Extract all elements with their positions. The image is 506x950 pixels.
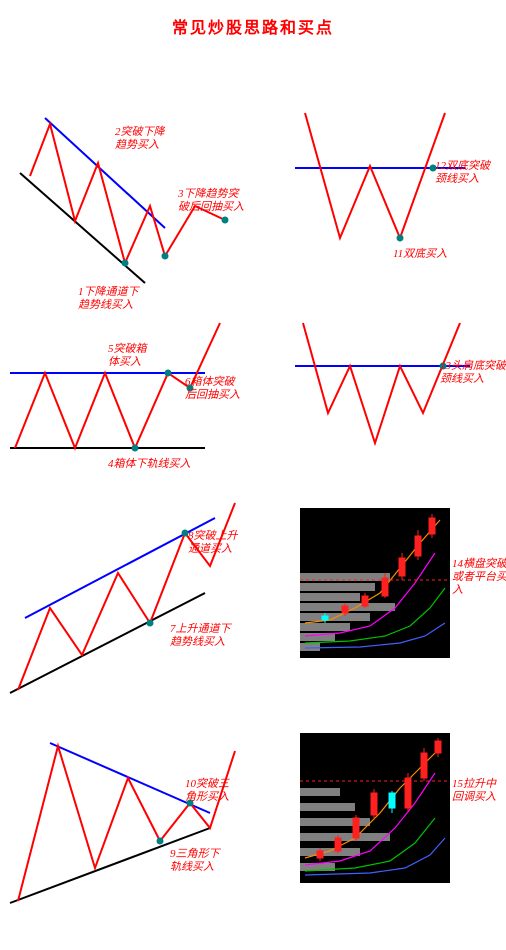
page-title: 常见炒股思路和买点 [0,0,506,38]
annotation: 6箱体突破 后回抽买入 [185,376,240,402]
annotation: 5突破箱 体买入 [108,343,147,369]
annotation: 10突破三 角形买入 [185,778,229,804]
pattern-falling-channel: 2突破下降 趋势买入3下降趋势突 破后回抽买入1下降通道下 趋势线买入 [10,108,245,283]
pattern-box-breakout: 5突破箱 体买入 6箱体突破 后回抽买入 4箱体下轨线买入 [10,318,255,488]
pattern-platform-breakout-chart: 14横盘突破 或者平台买 入 [300,508,450,658]
pattern-double-bottom: 12双底突破 颈线买入 11双底买入 [295,108,495,283]
annotation: 13头肩底突破 颈线买入 [440,360,506,386]
annotation: 4箱体下轨线买入 [108,458,191,471]
annotation: 8突破上升 通道买入 [188,530,238,556]
annotation: 14横盘突破 或者平台买 入 [452,558,506,597]
annotation: 2突破下降 趋势买入 [115,126,165,152]
annotation: 15拉升中 回调买入 [452,778,496,804]
annotation: 12双底突破 颈线买入 [435,160,490,186]
pattern-symm-triangle: 10突破三 角形买入 9三角形下 轨线买入 [10,733,255,923]
annotation: 7上升通道下 趋势线买入 [170,623,231,649]
pattern-rising-channel: 8突破上升 通道买入 7上升通道下 趋势线买入 [10,508,255,708]
pattern-head-shoulders-bottom: 13头肩底突破 颈线买入 [295,318,495,488]
annotation: 11双底买入 [393,248,447,261]
pattern-pullback-chart: 15拉升中 回调买入 [300,733,450,883]
annotation: 3下降趋势突 破后回抽买入 [178,188,244,214]
annotation: 9三角形下 轨线买入 [170,848,220,874]
annotation: 1下降通道下 趋势线买入 [78,286,139,312]
